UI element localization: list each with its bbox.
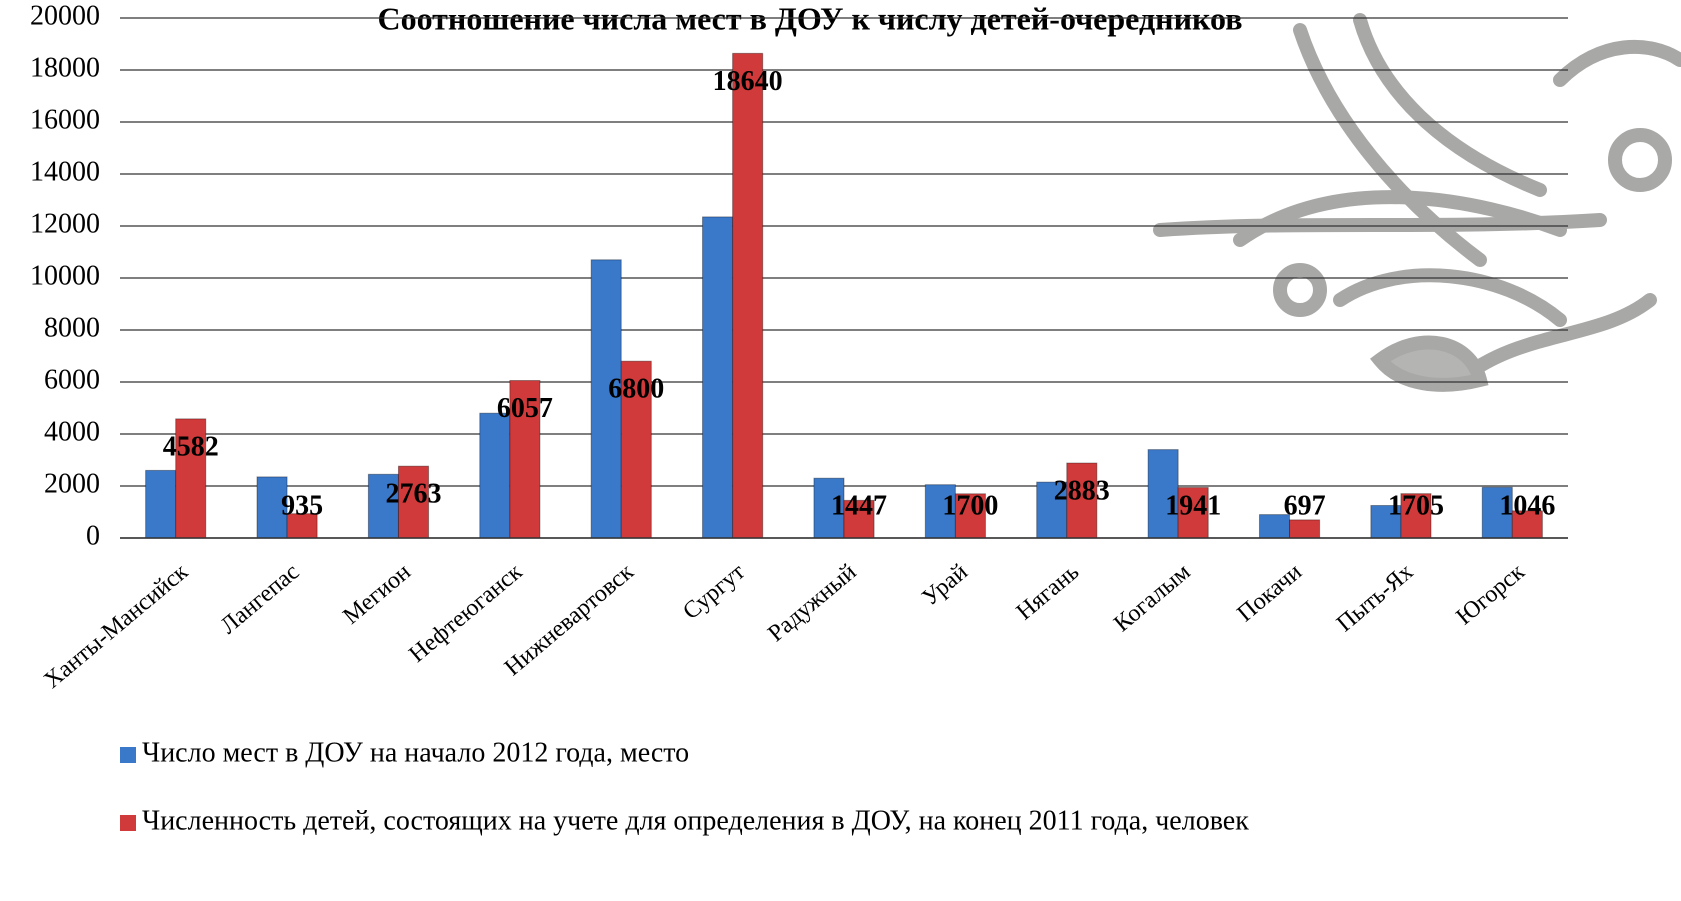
x-tick-label: Нефтеюганск xyxy=(404,559,527,668)
bar xyxy=(146,470,176,538)
legend-label: Численность детей, состоящих на учете дл… xyxy=(142,805,1249,836)
x-tick-label: Когалым xyxy=(1109,559,1195,637)
legend-label: Число мест в ДОУ на начало 2012 года, ме… xyxy=(142,737,689,768)
data-label: 1046 xyxy=(1499,490,1555,521)
x-tick-label: Лангепас xyxy=(216,559,305,639)
x-tick-label: Радужный xyxy=(763,559,861,647)
data-label: 2763 xyxy=(385,479,441,510)
y-tick-label: 10000 xyxy=(30,260,100,291)
x-tick-label: Мегион xyxy=(338,559,416,630)
y-tick-label: 4000 xyxy=(44,416,100,447)
x-tick-label: Покачи xyxy=(1233,559,1307,627)
y-tick-label: 20000 xyxy=(30,0,100,31)
y-tick-label: 2000 xyxy=(44,468,100,499)
data-label: 6057 xyxy=(497,393,553,424)
y-tick-label: 18000 xyxy=(30,52,100,83)
data-label: 1941 xyxy=(1165,490,1221,521)
data-label: 4582 xyxy=(163,431,219,462)
data-label: 6800 xyxy=(608,374,664,405)
data-label: 1447 xyxy=(831,490,887,521)
legend-swatch xyxy=(120,747,136,763)
y-tick-label: 12000 xyxy=(30,208,100,239)
y-tick-label: 0 xyxy=(86,520,100,551)
x-tick-label: Нягань xyxy=(1012,559,1084,626)
x-tick-label: Урай xyxy=(917,559,972,611)
y-tick-label: 6000 xyxy=(44,364,100,395)
data-label: 1705 xyxy=(1388,490,1444,521)
bar xyxy=(733,53,763,538)
x-tick-label: Ханты-Мансийск xyxy=(39,559,193,694)
data-label: 697 xyxy=(1284,490,1326,521)
bar xyxy=(1290,520,1320,538)
y-tick-label: 14000 xyxy=(30,156,100,187)
x-tick-label: Югорск xyxy=(1452,559,1530,631)
bar xyxy=(480,413,510,538)
data-label: 2883 xyxy=(1054,475,1110,506)
bar xyxy=(703,217,733,538)
y-tick-label: 8000 xyxy=(44,312,100,343)
data-label: 935 xyxy=(281,490,323,521)
data-label: 1700 xyxy=(942,490,998,521)
data-label: 18640 xyxy=(713,66,783,97)
x-tick-label: Сургут xyxy=(678,559,750,625)
chart: Соотношение числа мест в ДОУ к числу дет… xyxy=(0,0,1681,901)
x-tick-label: Пыть-Ях xyxy=(1332,559,1418,637)
legend-swatch xyxy=(120,815,136,831)
y-tick-label: 16000 xyxy=(30,104,100,135)
